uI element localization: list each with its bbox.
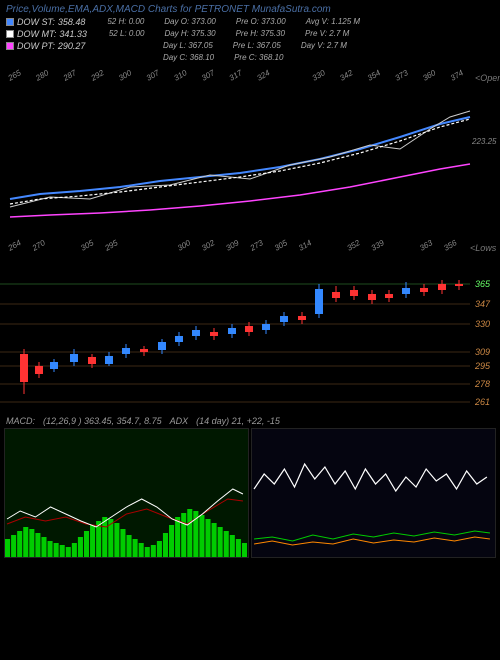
upper-chart-svg: 2652802872923003073103073173243303423543… xyxy=(0,69,500,239)
adx-params: (14 day) 21, +22, -15 xyxy=(196,416,280,426)
svg-text:278: 278 xyxy=(474,379,490,389)
macd-adx-labels: MACD: (12,26,9 ) 363.45, 354.7, 8.75 ADX… xyxy=(0,414,500,428)
indicator-st: DOW ST: 358.48 xyxy=(6,17,85,27)
macd-svg xyxy=(5,429,248,557)
upper-chart: 2652802872923003073103073173243303423543… xyxy=(0,69,500,239)
indicator-pt-label: DOW PT: xyxy=(17,41,55,51)
svg-text:347: 347 xyxy=(475,299,491,309)
svg-text:309: 309 xyxy=(475,347,490,357)
indicator-mt-swatch xyxy=(6,30,14,38)
header: Price,Volume,EMA,ADX,MACD Charts for PET… xyxy=(0,0,500,69)
indicator-legend-2: DOW MT: 341.33 52 L: 0.00 Day H: 375.30 … xyxy=(6,29,494,39)
indicator-st-value: 358.48 xyxy=(58,17,86,27)
macd-label: MACD: xyxy=(6,416,35,426)
indicator-legend-3: DOW PT: 290.27 52 L: 0.00 Day L: 367.05 … xyxy=(6,41,494,51)
indicator-st-label: DOW ST: xyxy=(17,17,55,27)
svg-text:223.25: 223.25 xyxy=(471,137,497,146)
bottom-panels xyxy=(0,428,500,562)
indicator-mt-label: DOW MT: xyxy=(17,29,56,39)
stats-row-3: 52 L: 0.00 Day L: 367.05 Pre L: 367.05 D… xyxy=(107,41,347,51)
svg-text:295: 295 xyxy=(474,361,491,371)
indicator-pt: DOW PT: 290.27 xyxy=(6,41,85,51)
stats-row-1: 52 H: 0.00 Day O: 373.00 Pre O: 373.00 A… xyxy=(107,17,360,27)
stats-row-4-wrap: DOW PT:290.27 52 L: 0.00 Day C: 368.10 P… xyxy=(6,53,494,63)
stats-row-4: 52 L: 0.00 Day C: 368.10 Pre C: 368.10 xyxy=(107,53,283,63)
indicator-pt-swatch xyxy=(6,42,14,50)
lower-chart: 2642703052953003023092733053143523393633… xyxy=(0,239,500,414)
indicator-legend: DOW ST: 358.48 52 H: 0.00 Day O: 373.00 … xyxy=(6,17,494,27)
svg-text:<Lows: <Lows xyxy=(470,243,497,253)
svg-text:261: 261 xyxy=(474,397,490,407)
svg-text:<Open: <Open xyxy=(475,73,500,83)
indicator-mt: DOW MT: 341.33 xyxy=(6,29,87,39)
chart-title: Price,Volume,EMA,ADX,MACD Charts for PET… xyxy=(6,4,494,15)
svg-text:365: 365 xyxy=(475,279,491,289)
adx-panel xyxy=(251,428,496,558)
indicator-st-swatch xyxy=(6,18,14,26)
stats-row-2: 52 L: 0.00 Day H: 375.30 Pre H: 375.30 P… xyxy=(109,29,349,39)
macd-panel xyxy=(4,428,249,558)
macd-params: (12,26,9 ) 363.45, 354.7, 8.75 xyxy=(43,416,162,426)
svg-text:330: 330 xyxy=(475,319,490,329)
indicator-pt-value: 290.27 xyxy=(58,41,86,51)
adx-label: ADX xyxy=(170,416,189,426)
adx-svg xyxy=(252,429,495,557)
candle-chart-svg: 2642703052953003023092733053143523393633… xyxy=(0,239,500,414)
indicator-mt-value: 341.33 xyxy=(59,29,87,39)
